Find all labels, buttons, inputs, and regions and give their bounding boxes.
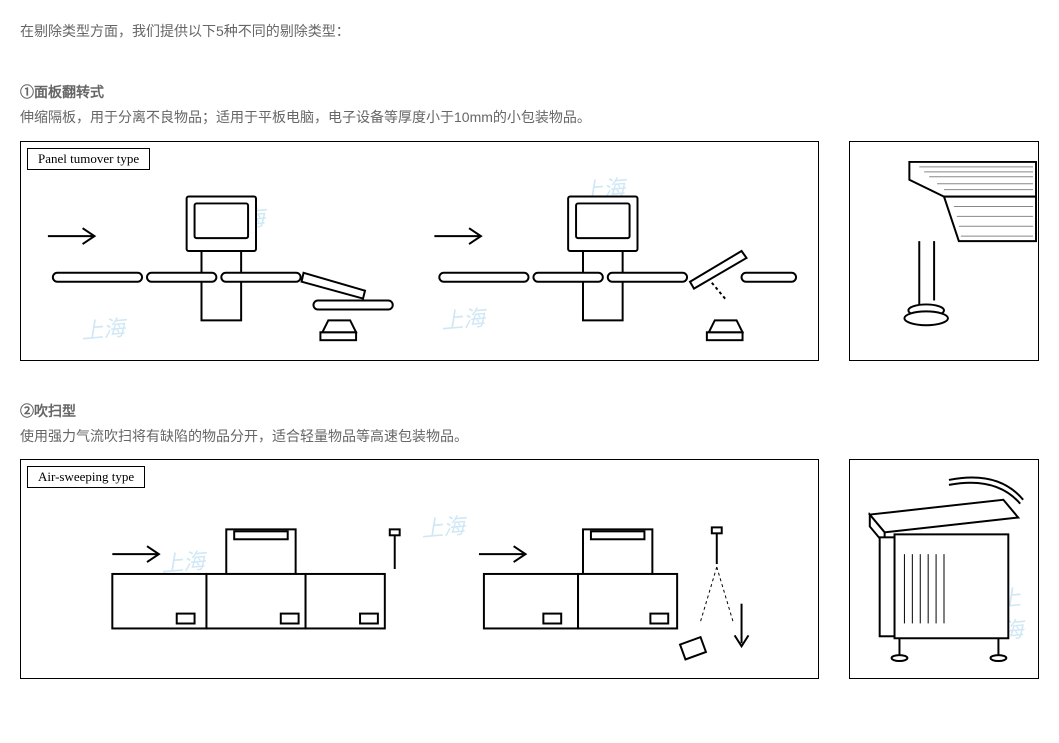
section-panel-turnover: ①面板翻转式 伸缩隔板，用于分离不良物品；适用于平板电脑，电子设备等厚度小于10… bbox=[20, 82, 1039, 360]
air-side-svg bbox=[850, 460, 1038, 678]
panel-turnover-svg bbox=[21, 142, 818, 360]
diagram-main: Air-sweeping type 上海 上海 海 bbox=[20, 459, 819, 679]
diagram-row: Air-sweeping type 上海 上海 海 bbox=[20, 459, 1039, 679]
air-sweeping-svg bbox=[21, 460, 818, 678]
diagram-row: Panel tumover type 上海 上海 上海 上海 bbox=[20, 141, 1039, 361]
section-title: ②吹扫型 bbox=[20, 401, 1039, 421]
section-desc: 伸缩隔板，用于分离不良物品；适用于平板电脑，电子设备等厚度小于10mm的小包装物… bbox=[20, 106, 1039, 128]
section-desc: 使用强力气流吹扫将有缺陷的物品分开，适合轻量物品等高速包装物品。 bbox=[20, 425, 1039, 447]
panel-side-svg bbox=[850, 142, 1038, 360]
diagram-side: 上海 bbox=[849, 459, 1039, 679]
diagram-main: Panel tumover type 上海 上海 上海 上海 bbox=[20, 141, 819, 361]
section-title: ①面板翻转式 bbox=[20, 82, 1039, 102]
intro-text: 在剔除类型方面，我们提供以下5种不同的剔除类型： bbox=[20, 20, 1039, 42]
diagram-side bbox=[849, 141, 1039, 361]
section-air-sweeping: ②吹扫型 使用强力气流吹扫将有缺陷的物品分开，适合轻量物品等高速包装物品。 Ai… bbox=[20, 401, 1039, 679]
